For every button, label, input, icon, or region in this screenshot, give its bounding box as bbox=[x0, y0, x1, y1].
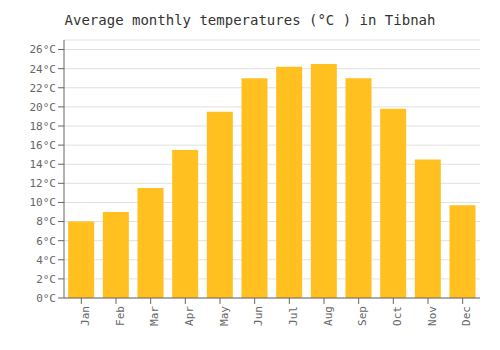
svg-text:Sep: Sep bbox=[356, 306, 369, 326]
svg-text:6°C: 6°C bbox=[36, 235, 56, 248]
svg-text:2°C: 2°C bbox=[36, 273, 56, 286]
svg-text:20°C: 20°C bbox=[30, 101, 57, 114]
svg-text:Mar: Mar bbox=[148, 306, 161, 326]
svg-text:22°C: 22°C bbox=[30, 82, 57, 95]
svg-text:16°C: 16°C bbox=[30, 139, 57, 152]
svg-text:Jul: Jul bbox=[287, 306, 300, 326]
svg-text:Apr: Apr bbox=[183, 306, 196, 326]
svg-text:8°C: 8°C bbox=[36, 215, 56, 228]
svg-text:Dec: Dec bbox=[460, 306, 473, 326]
svg-text:Jun: Jun bbox=[252, 306, 265, 326]
svg-text:Nov: Nov bbox=[426, 306, 439, 326]
svg-text:4°C: 4°C bbox=[36, 254, 56, 267]
svg-text:10°C: 10°C bbox=[30, 196, 57, 209]
svg-text:24°C: 24°C bbox=[30, 63, 57, 76]
svg-text:26°C: 26°C bbox=[30, 43, 57, 56]
svg-text:Aug: Aug bbox=[322, 306, 335, 326]
svg-text:Jan: Jan bbox=[79, 306, 92, 326]
svg-text:14°C: 14°C bbox=[30, 158, 57, 171]
svg-text:0°C: 0°C bbox=[36, 292, 56, 305]
svg-text:18°C: 18°C bbox=[30, 120, 57, 133]
svg-text:Oct: Oct bbox=[391, 306, 404, 326]
svg-text:May: May bbox=[218, 306, 231, 326]
svg-text:12°C: 12°C bbox=[30, 177, 57, 190]
html-text:Average monthly temperatures (: Average monthly temperatures (°C ) in Ti… bbox=[64, 12, 436, 28]
svg-text:Feb: Feb bbox=[114, 306, 127, 326]
